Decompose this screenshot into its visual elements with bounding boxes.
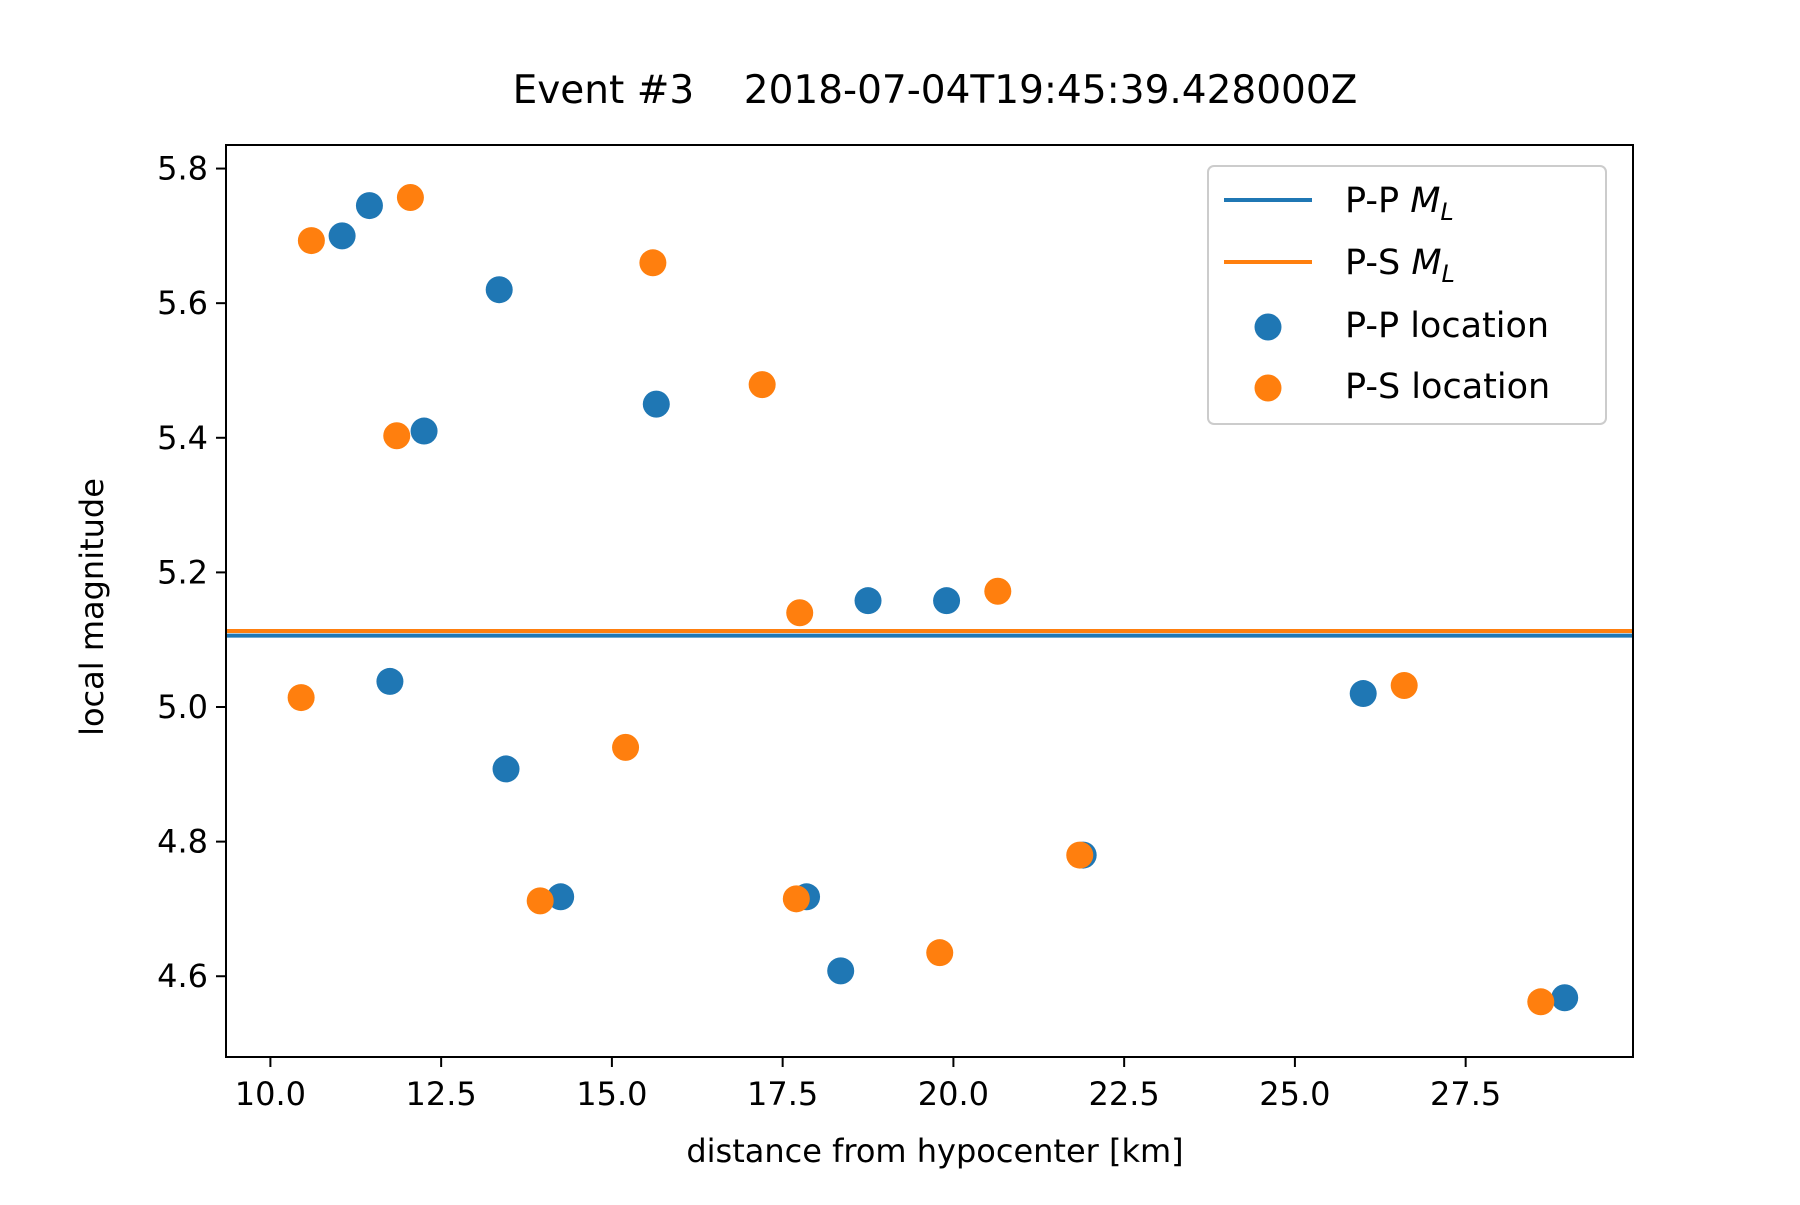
scatter-point bbox=[287, 684, 315, 712]
scatter-point bbox=[1551, 984, 1579, 1012]
legend-entry-ps-location-label: P-S location bbox=[1345, 367, 1550, 407]
x-tick-label: 20.0 bbox=[918, 1075, 989, 1113]
scatter-point bbox=[547, 883, 575, 911]
y-tick-label: 4.8 bbox=[157, 823, 208, 861]
scatter-point bbox=[1349, 680, 1377, 708]
x-tick-label: 12.5 bbox=[406, 1075, 477, 1113]
scatter-point bbox=[376, 667, 404, 695]
plot-area: 10.0 12.5 15.0 17.5 20.0 22.5 25.0 27.5 4.6 4.8 5.… bbox=[157, 144, 1634, 1113]
scatter-point bbox=[297, 227, 325, 255]
scatter-point bbox=[410, 417, 438, 445]
x-tick-label: 27.5 bbox=[1430, 1075, 1501, 1113]
y-tick-label: 4.6 bbox=[157, 957, 208, 995]
scatter-point bbox=[639, 249, 667, 277]
legend-entry-pp-ml-label: P-P ML bbox=[1345, 181, 1454, 226]
y-tick-label: 5.0 bbox=[157, 688, 208, 726]
scatter-point bbox=[383, 422, 411, 450]
y-tick-label: 5.4 bbox=[157, 419, 208, 457]
legend-entry-ps-ml-label: P-S ML bbox=[1345, 243, 1455, 288]
scatter-point bbox=[492, 755, 520, 783]
scatter-point bbox=[786, 599, 814, 627]
scatter-point bbox=[526, 887, 554, 915]
scatter-point bbox=[933, 587, 961, 615]
scatter-point bbox=[612, 733, 640, 761]
scatter-point bbox=[854, 587, 882, 615]
y-tick-label: 5.8 bbox=[157, 150, 208, 188]
scatter-point bbox=[355, 192, 383, 220]
scatter-point bbox=[328, 222, 356, 250]
legend: P-P ML P-S ML P-P location P-S location bbox=[1207, 165, 1607, 425]
x-tick-label: 22.5 bbox=[1089, 1075, 1160, 1113]
series-ps-points bbox=[287, 183, 1555, 1016]
legend-entry-ps-location-swatch bbox=[1254, 374, 1282, 402]
plot-marks bbox=[226, 183, 1633, 1016]
scatter-point bbox=[1066, 841, 1094, 869]
axes-frame bbox=[225, 144, 1634, 1058]
y-tick-label: 5.2 bbox=[157, 553, 208, 591]
chart-title: Event #3 2018-07-04T19:45:39.428000Z bbox=[513, 68, 1358, 113]
legend-box bbox=[1207, 165, 1607, 425]
scatter-point bbox=[396, 183, 424, 211]
y-tick-label: 5.6 bbox=[157, 284, 208, 322]
y-axis-label: local magnitude bbox=[73, 478, 111, 736]
scatter-point bbox=[984, 577, 1012, 605]
legend-entry-pp-location-swatch bbox=[1254, 313, 1282, 341]
legend-entry-pp-location-label: P-P location bbox=[1345, 306, 1549, 346]
scatter-point bbox=[782, 885, 810, 913]
x-tick-label: 15.0 bbox=[576, 1075, 647, 1113]
x-axis-label: distance from hypocenter [km] bbox=[686, 1132, 1183, 1170]
scatter-point bbox=[642, 390, 670, 418]
x-tick-label: 25.0 bbox=[1259, 1075, 1330, 1113]
scatter-point bbox=[827, 957, 855, 985]
scatter-point bbox=[926, 939, 954, 967]
x-tick-label: 17.5 bbox=[747, 1075, 818, 1113]
x-tick-label: 10.0 bbox=[235, 1075, 306, 1113]
scatter-point bbox=[1390, 671, 1418, 699]
scatter-point bbox=[1527, 988, 1555, 1016]
scatter-point bbox=[485, 276, 513, 304]
scatter-point bbox=[748, 371, 776, 399]
